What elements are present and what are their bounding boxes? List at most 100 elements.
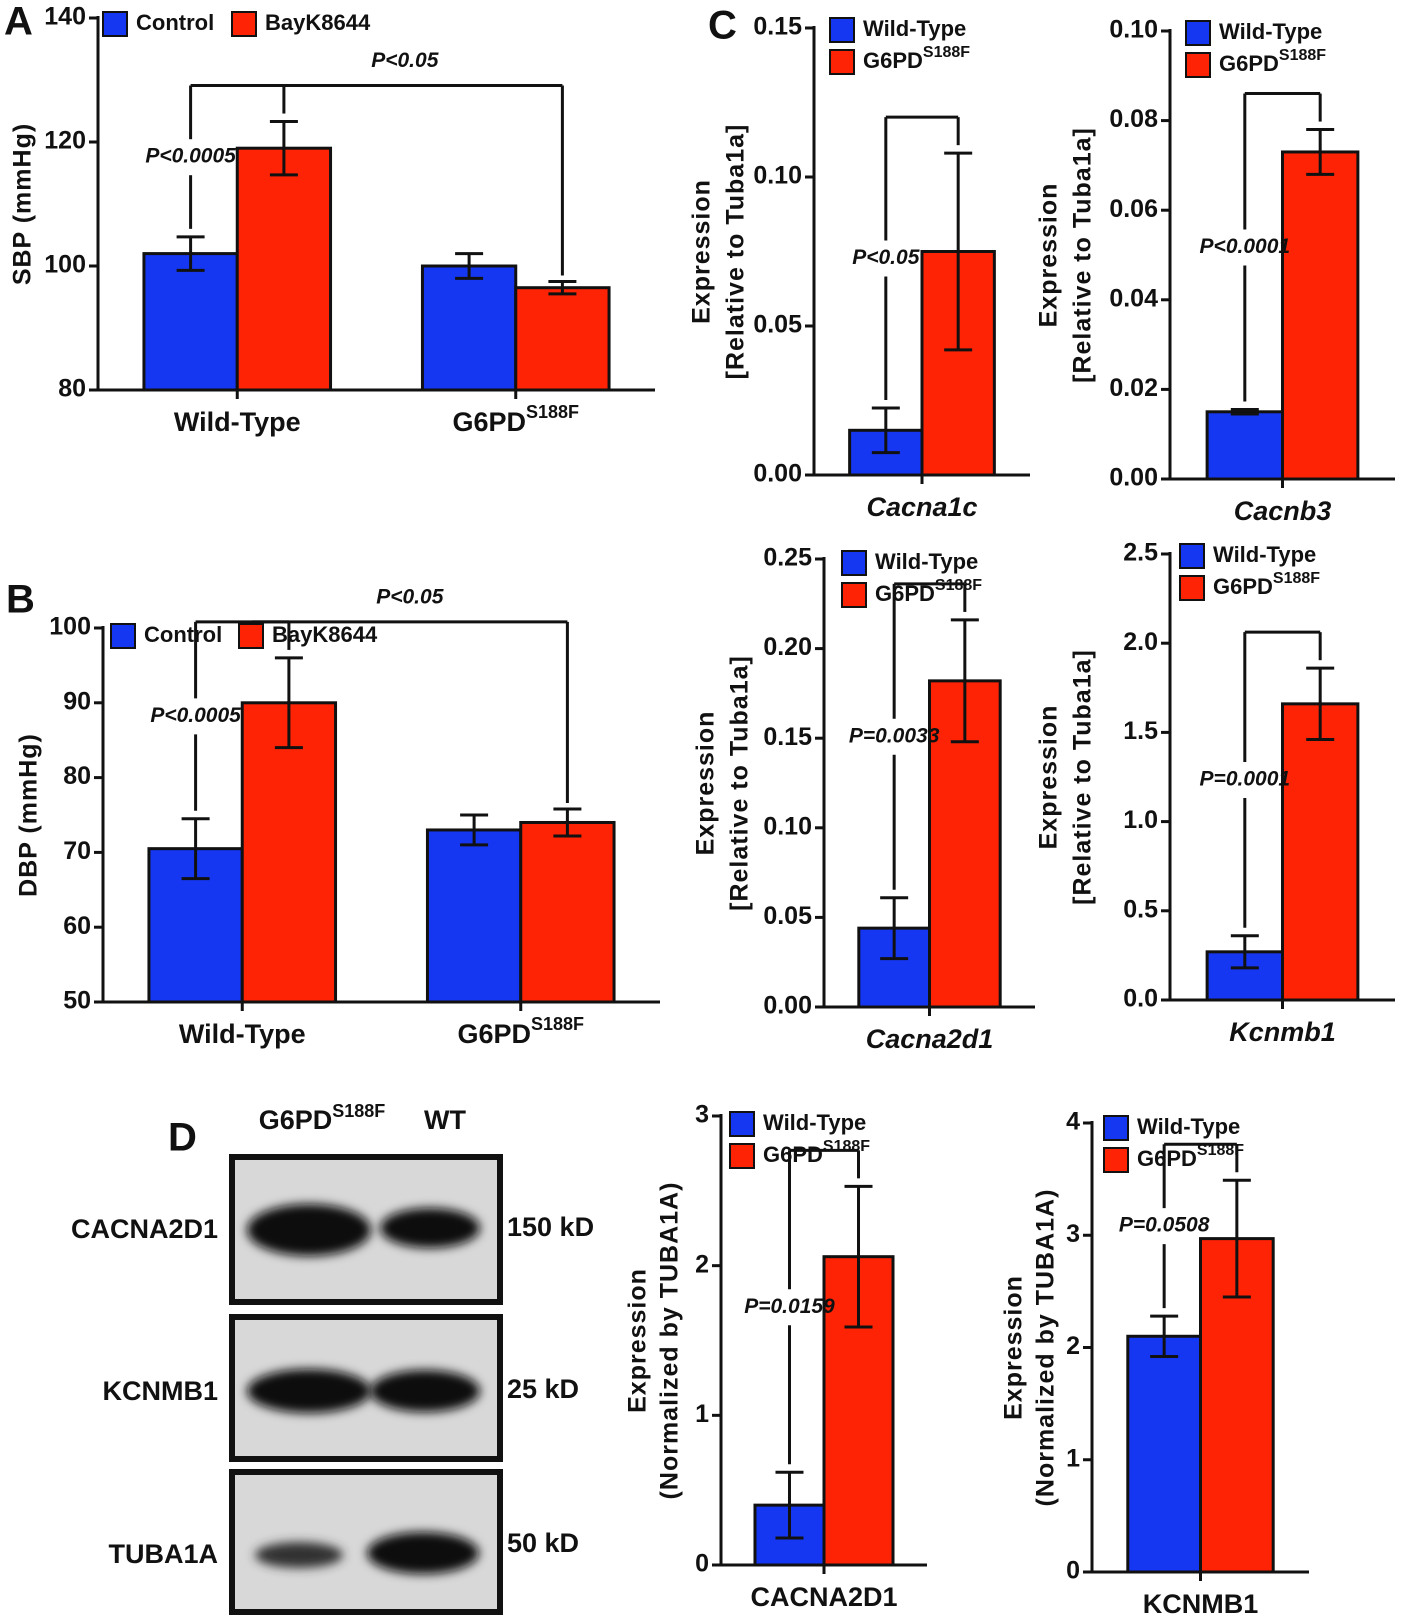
legend-label: Control bbox=[144, 622, 222, 647]
p-value: P<0.0001 bbox=[1200, 235, 1291, 258]
y-tick-label: 0.10 bbox=[763, 812, 812, 840]
legend-swatch bbox=[729, 1111, 755, 1137]
legend-name: Wild-Type bbox=[875, 549, 978, 574]
x-tick-label: CACNA2D1 bbox=[750, 1582, 897, 1612]
legend-name: G6PD bbox=[1219, 51, 1279, 76]
p-value: P=0.0001 bbox=[1200, 768, 1291, 791]
bar bbox=[235, 146, 333, 392]
legend-label: Wild-Type bbox=[1213, 542, 1316, 567]
y-tick-label: 0.02 bbox=[1109, 374, 1158, 402]
category-name: Kcnmb1 bbox=[1229, 1017, 1336, 1047]
legend-superscript: S188F bbox=[1197, 1142, 1244, 1159]
y-axis-label: Expression bbox=[1035, 183, 1063, 328]
chart: Expression [Relative to Tuba1a] 0.00 0.02 0.… bbox=[1035, 16, 1395, 526]
y-tick-label: 100 bbox=[49, 613, 91, 641]
legend-label: G6PDS188F bbox=[875, 577, 982, 606]
bar bbox=[420, 264, 518, 392]
bar bbox=[1281, 150, 1360, 481]
y-tick-label: 60 bbox=[63, 912, 91, 940]
y-tick-label: 80 bbox=[63, 762, 91, 790]
legend-name: G6PD bbox=[863, 48, 923, 73]
y-axis-label: SBP (mmHg) bbox=[9, 123, 37, 285]
p-value: P=0.0033 bbox=[849, 724, 940, 747]
error-bar bbox=[1150, 1314, 1179, 1358]
legend-label: Wild-Type bbox=[863, 16, 966, 41]
legend-swatch bbox=[1103, 1147, 1129, 1173]
y-tick-label: 50 bbox=[63, 987, 91, 1015]
x-tick-label: Wild-Type bbox=[174, 407, 301, 437]
error-bar bbox=[553, 807, 582, 838]
y-tick-label: 70 bbox=[63, 837, 91, 865]
legend-superscript: S188F bbox=[823, 1138, 870, 1155]
y-tick-label: 90 bbox=[63, 687, 91, 715]
legend-label: Wild-Type bbox=[1137, 1114, 1240, 1139]
x-tick-label: Cacna2d1 bbox=[866, 1024, 994, 1054]
error-bar bbox=[775, 1470, 804, 1540]
size-label: 50 kD bbox=[507, 1528, 579, 1558]
error-bar bbox=[176, 235, 205, 272]
error-bar bbox=[1230, 408, 1259, 416]
bar bbox=[519, 820, 616, 1004]
legend-swatch bbox=[1103, 1115, 1129, 1141]
category-superscript: S188F bbox=[526, 402, 579, 422]
y-tick-label: 100 bbox=[44, 251, 86, 279]
legend-name: Wild-Type bbox=[1213, 542, 1316, 567]
y-axis-label: [Relative to Tuba1a] bbox=[726, 655, 754, 911]
y-tick-label: 0.05 bbox=[753, 311, 802, 339]
bar bbox=[142, 252, 239, 392]
x-tick-label: Kcnmb1 bbox=[1229, 1017, 1336, 1047]
y-tick-label: 0.06 bbox=[1109, 195, 1158, 223]
y-tick-label: 0.08 bbox=[1109, 105, 1158, 133]
error-bar bbox=[1222, 1178, 1251, 1299]
error-bar bbox=[871, 406, 900, 455]
y-tick-label: 1.0 bbox=[1123, 806, 1158, 834]
legend-swatch bbox=[1179, 543, 1205, 569]
y-tick-label: 0.04 bbox=[1109, 284, 1158, 312]
legend-swatch bbox=[1185, 20, 1211, 46]
error-bar bbox=[950, 618, 979, 744]
legend-name: Wild-Type bbox=[863, 16, 966, 41]
p-value: P<0.05 bbox=[852, 246, 919, 269]
y-tick-label: 0.00 bbox=[1109, 464, 1158, 492]
y-tick-label: 0 bbox=[1066, 1557, 1080, 1585]
legend-swatch bbox=[110, 623, 136, 649]
bar bbox=[240, 701, 338, 1004]
error-bar bbox=[455, 252, 484, 280]
legend-label: Wild-Type bbox=[875, 549, 978, 574]
legend-label: G6PDS188F bbox=[1219, 47, 1326, 76]
p-value: P<0.0005 bbox=[145, 145, 236, 168]
error-bar bbox=[274, 656, 303, 750]
chart: Expression [Relative to Tuba1a] 0.00 0.05 0.… bbox=[692, 544, 1035, 1054]
y-tick-label: 1 bbox=[1066, 1444, 1080, 1472]
legend-label: G6PDS188F bbox=[763, 1138, 870, 1167]
y-tick-label: 140 bbox=[44, 3, 86, 31]
y-axis-label: Expression bbox=[1000, 1275, 1028, 1420]
legend-name: Wild-Type bbox=[1219, 19, 1322, 44]
blot-band bbox=[247, 1204, 371, 1256]
y-tick-label: 0.10 bbox=[1109, 16, 1158, 44]
y-tick-label: 0.15 bbox=[753, 13, 802, 41]
column-label: WT bbox=[424, 1105, 466, 1135]
blot-band bbox=[247, 1369, 371, 1413]
y-axis-label: Expression bbox=[692, 711, 720, 856]
size-label: 25 kD bbox=[507, 1374, 579, 1404]
chart: Expression [Relative to Tuba1a] 0.0 0.5 1.0 1… bbox=[1035, 539, 1395, 1047]
y-tick-label: 3 bbox=[695, 1101, 709, 1129]
category-name: Cacnb3 bbox=[1234, 496, 1332, 526]
bar bbox=[1205, 410, 1284, 481]
legend-name: BayK8644 bbox=[265, 10, 371, 35]
y-tick-label: 0.0 bbox=[1123, 985, 1158, 1013]
legend-swatch bbox=[841, 582, 867, 608]
legend-superscript: S188F bbox=[1273, 570, 1320, 587]
y-tick-label: 3 bbox=[1066, 1220, 1080, 1248]
error-bar bbox=[1306, 666, 1335, 742]
x-tick-label: KCNMB1 bbox=[1143, 1589, 1259, 1619]
column-name: G6PD bbox=[259, 1105, 333, 1135]
bar bbox=[1126, 1334, 1203, 1574]
error-bar bbox=[548, 280, 577, 296]
panel-label: D bbox=[168, 1116, 197, 1160]
p-value: P=0.0508 bbox=[1119, 1214, 1210, 1237]
legend-name: Wild-Type bbox=[1137, 1114, 1240, 1139]
protein-label: KCNMB1 bbox=[102, 1376, 218, 1406]
